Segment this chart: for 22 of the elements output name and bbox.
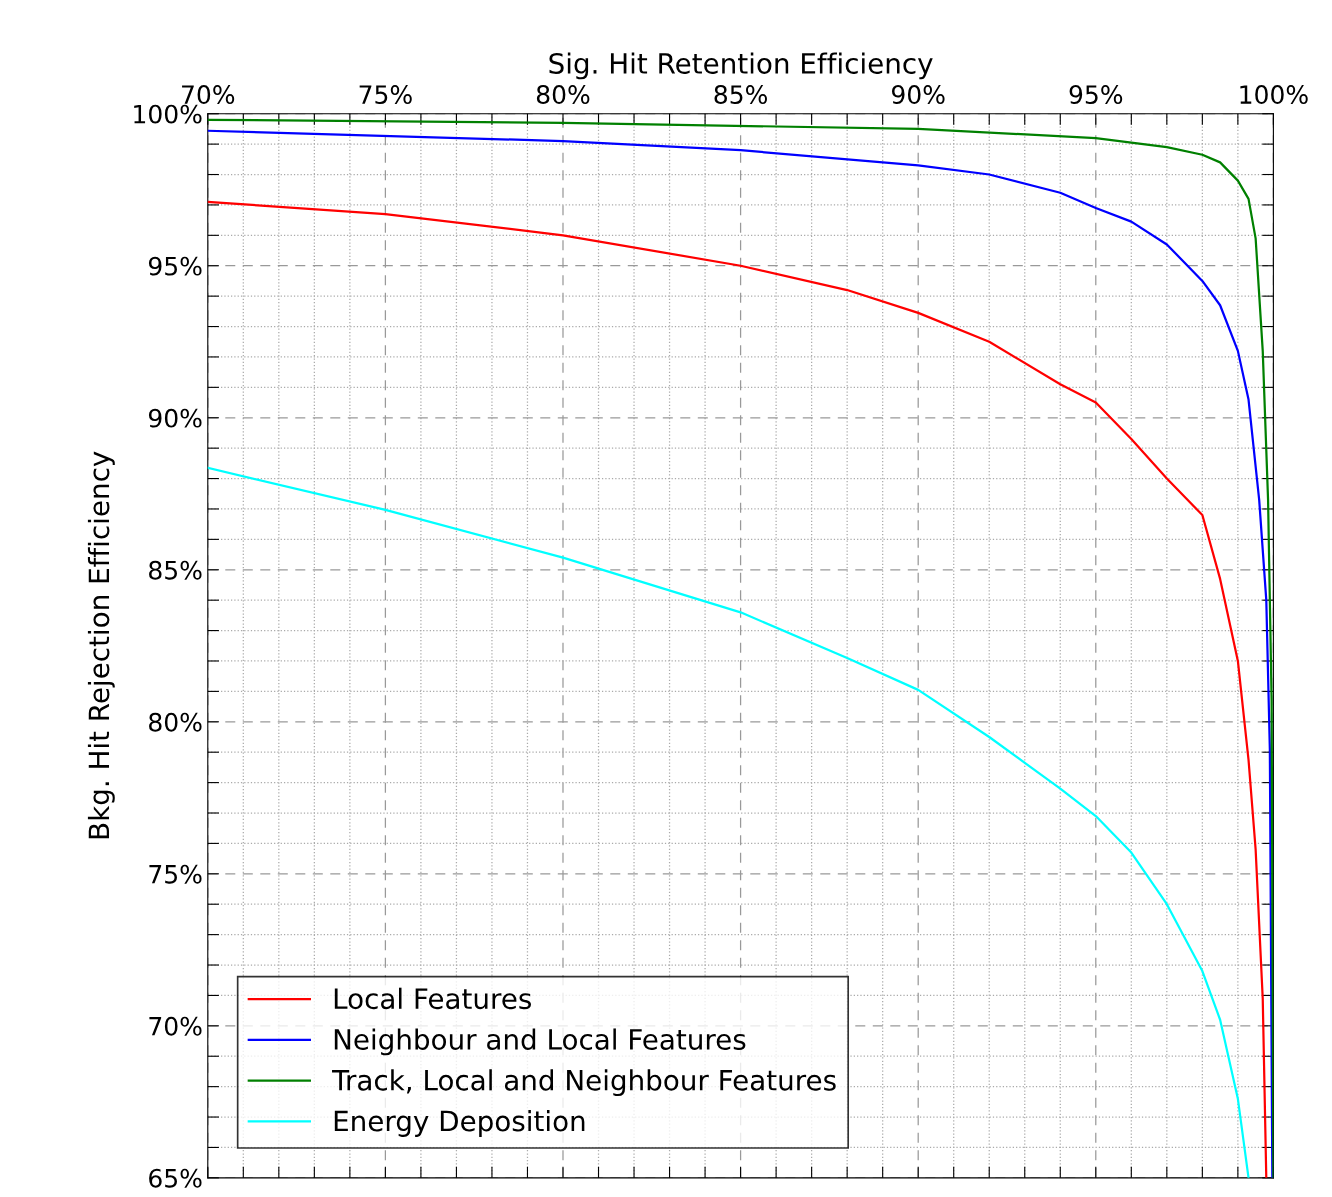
x-tick-label: 85% (714, 85, 767, 105)
x-tick-label: 90% (891, 85, 945, 105)
x-tick-label: 100% (1240, 85, 1308, 105)
y-tick-label: 65% (149, 1168, 202, 1188)
y-tick-label: 90% (148, 408, 202, 428)
x-tick-label: 75% (359, 85, 412, 105)
y-tick-label: 95% (148, 256, 202, 276)
x-tick-label: 95% (1069, 85, 1123, 105)
legend-label: Neighbour and Local Features (334, 1028, 746, 1056)
legend-label: Energy Deposition (334, 1110, 585, 1137)
line-series (207, 466, 1250, 1178)
y-tick-label: 75% (149, 864, 202, 884)
y-axis-title: Bkg. Hit Rejection Efficiency (87, 451, 115, 839)
x-tick-label: 70% (182, 85, 235, 105)
x-tick-label: 80% (536, 85, 590, 105)
y-tick-label: 80% (149, 712, 202, 732)
x-axis-title: Sig. Hit Retention Efficiency (549, 52, 933, 80)
legend-label: Track, Local and Neighbour Features (332, 1069, 836, 1097)
y-tick-label: 85% (149, 560, 202, 580)
y-tick-label: 70% (149, 1016, 202, 1036)
y-tick-label: 100% (134, 104, 202, 124)
legend-label: Local Features (334, 987, 531, 1010)
